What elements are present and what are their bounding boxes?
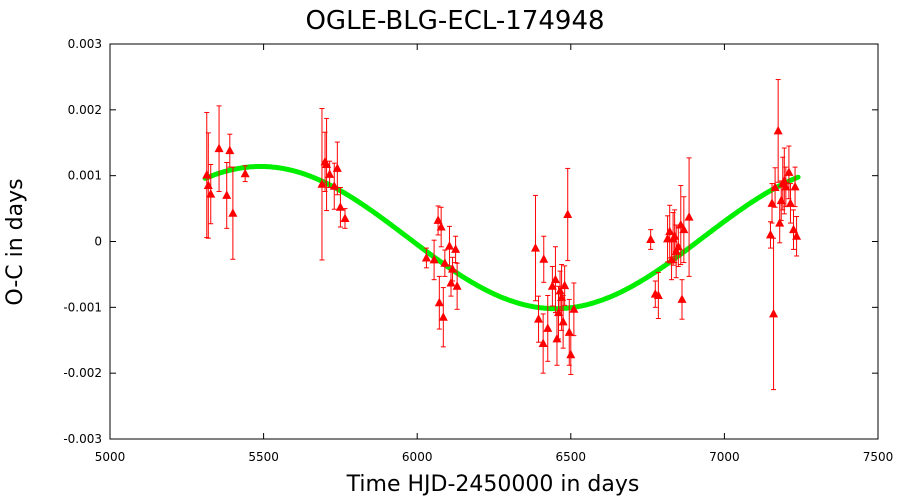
data-point-marker	[530, 243, 540, 252]
data-point-marker	[679, 224, 689, 234]
data-point-marker	[776, 195, 786, 205]
data-point-marker	[448, 264, 458, 273]
data-point-marker	[534, 314, 544, 323]
data-point-marker	[228, 208, 238, 217]
data-point-marker	[434, 297, 444, 307]
data-point-marker	[440, 258, 450, 267]
data-point-marker	[767, 198, 777, 207]
chart-title: OGLE-BLG-ECL-174948	[305, 6, 604, 36]
data-point-marker	[240, 168, 250, 178]
x-axis-label: Time HJD-2450000 in days	[346, 472, 640, 497]
data-point-marker	[677, 294, 687, 303]
data-point-marker	[436, 222, 446, 231]
data-point-marker	[785, 198, 795, 207]
data-point-marker	[329, 181, 339, 190]
x-tick-label: 7500	[863, 450, 894, 464]
data-point-marker	[438, 312, 448, 321]
data-point-marker	[325, 169, 335, 178]
data-point-marker	[646, 234, 656, 244]
data-point-marker	[789, 224, 799, 234]
y-axis-label: O-C in days	[3, 178, 28, 305]
x-tick-label: 6000	[402, 450, 433, 464]
data-point-marker	[667, 254, 677, 264]
data-point-marker	[340, 213, 350, 222]
data-point-marker	[539, 254, 549, 263]
data-point-marker	[653, 290, 663, 299]
fit-curve-layer	[202, 164, 801, 312]
data-point-marker	[558, 316, 568, 326]
data-point-marker	[560, 280, 570, 290]
data-point-marker	[547, 281, 557, 290]
data-point-marker	[566, 349, 576, 359]
data-point-marker	[792, 231, 802, 240]
data-point-marker	[421, 252, 431, 262]
plot-frame	[109, 43, 879, 440]
data-point-marker	[206, 189, 216, 198]
data-point-marker	[779, 175, 789, 185]
data-point-marker	[770, 182, 780, 192]
data-point-marker	[684, 212, 694, 221]
data-point-marker	[335, 202, 345, 211]
data-point-marker	[781, 181, 791, 191]
data-point-marker	[451, 244, 461, 253]
x-axis: 5000 5500 6000 6500 7000 7500	[95, 44, 894, 464]
x-tick-label: 5500	[248, 450, 279, 464]
data-point-marker	[775, 218, 785, 227]
data-point-marker	[222, 190, 232, 199]
data-point-marker	[550, 274, 560, 284]
data-point-marker	[773, 125, 783, 135]
data-point-marker	[433, 215, 443, 224]
data-point-marker	[790, 181, 800, 191]
data-point-marker	[670, 231, 680, 240]
y-tick-label: -0.003	[63, 432, 102, 446]
data-point-marker	[673, 241, 683, 251]
data-point-marker	[552, 333, 562, 343]
data-point-marker	[765, 229, 775, 239]
x-tick-label: 7000	[709, 450, 740, 464]
x-tick-label: 6500	[556, 450, 587, 464]
data-point-marker	[225, 145, 235, 155]
data-point-marker	[555, 285, 565, 295]
data-point-marker	[214, 143, 224, 153]
data-point-marker	[563, 209, 573, 219]
data-point-marker	[564, 327, 574, 336]
data-point-marker	[446, 277, 456, 287]
data-point-marker	[557, 292, 567, 301]
data-point-marker	[543, 323, 553, 332]
fit-curve-line	[202, 164, 801, 312]
y-axis: -0.003 -0.002 -0.001 0 0.001 0.002 0.003	[63, 37, 878, 446]
data-point-marker	[202, 170, 212, 179]
data-point-marker	[317, 179, 327, 188]
data-point-marker	[554, 307, 564, 317]
x-tick-label: 5000	[95, 450, 126, 464]
data-point-marker	[452, 281, 462, 290]
data-point-marker	[322, 159, 332, 168]
y-tick-label: 0.002	[68, 103, 102, 117]
data-point-marker	[538, 338, 548, 348]
y-tick-label: -0.002	[63, 366, 102, 380]
data-point-marker	[332, 163, 342, 172]
data-point-marker	[665, 226, 675, 236]
data-point-marker	[784, 167, 794, 176]
y-tick-label: 0.003	[68, 37, 102, 51]
data-point-marker	[769, 308, 779, 318]
y-tick-label: 0	[94, 235, 102, 249]
data-point-marker	[203, 180, 213, 190]
data-point-marker	[429, 254, 439, 264]
data-point-marker	[444, 241, 454, 250]
data-point-marker	[569, 304, 579, 313]
y-tick-label: -0.001	[63, 300, 102, 314]
y-tick-label: 0.001	[68, 169, 102, 183]
data-points-layer	[202, 79, 802, 391]
